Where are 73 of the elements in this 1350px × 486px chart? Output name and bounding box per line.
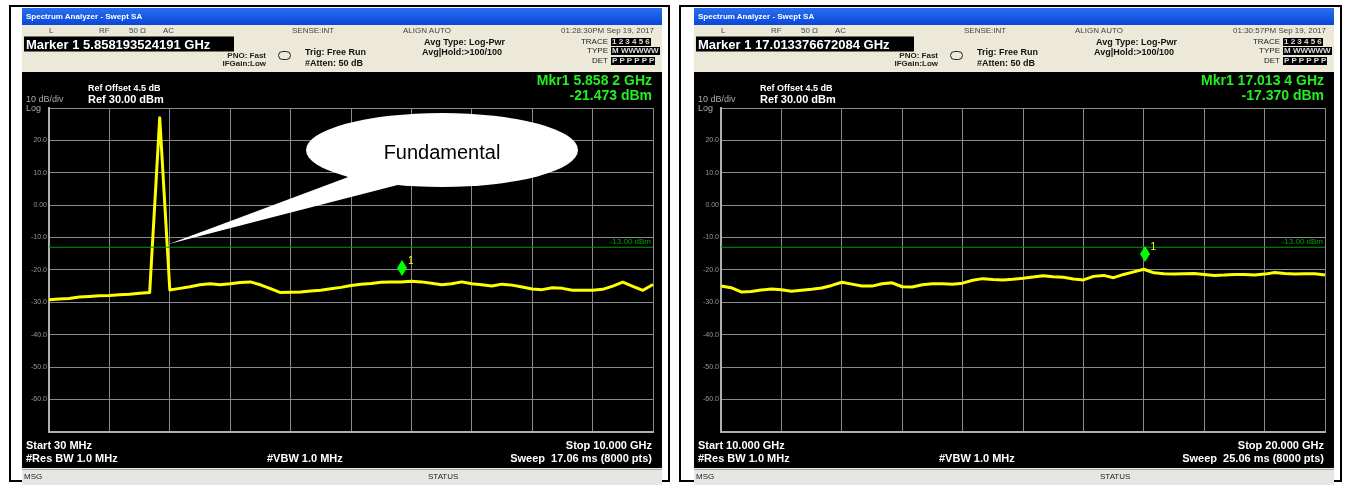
text: Mkr1 5.858 2 GHz: [536, 71, 652, 88]
text: 50 Ω: [801, 25, 819, 35]
text: #Res BW 1.0 MHz: [698, 451, 790, 464]
text: Ref Offset 4.5 dB: [760, 82, 833, 93]
text: TRACE: [1252, 36, 1280, 46]
text: Trig: Free Run: [305, 46, 367, 57]
text: L: [721, 25, 726, 35]
text: Log: [26, 102, 42, 112]
text: Start 30 MHz: [26, 438, 93, 451]
text: 10 dB/div: [698, 93, 736, 104]
text: P P P P P P: [611, 55, 656, 65]
text: Sweep 17.06 ms (8000 pts): [510, 451, 652, 464]
text: 1 2 3 4 5 6: [611, 36, 651, 46]
text: ALIGN AUTO: [403, 25, 451, 35]
text: Stop 10.000 GHz: [565, 438, 652, 451]
ref-line-label: -13.00 dBm: [1281, 237, 1324, 247]
text: P P P P P P: [1283, 55, 1328, 65]
text: TYPE: [587, 46, 608, 55]
annotation: 1: [1150, 241, 1157, 252]
text: Marker 1 5.858193524191 GHz: [24, 36, 235, 51]
text: PNO: Fast: [227, 50, 266, 60]
annotation: 1: [408, 255, 414, 266]
text: AC: [835, 25, 847, 35]
text: L: [49, 25, 54, 35]
text: #Atten: 50 dB: [977, 57, 1036, 68]
text: STATUS: [428, 472, 459, 481]
text: Avg|Hold:>100/100: [1094, 46, 1174, 57]
text: #Res BW 1.0 MHz: [26, 451, 118, 464]
text: ALIGN AUTO: [1075, 25, 1123, 35]
text: Marker 1 17.013376672084 GHz: [696, 36, 914, 51]
text: 01:30:57PM Sep 19, 2017: [1233, 25, 1326, 35]
text: 10 dB/div: [26, 93, 64, 104]
text: Trig: Free Run: [977, 46, 1039, 57]
text: Mkr1 17.013 4 GHz: [1201, 71, 1324, 88]
text: 01:28:30PM Sep 19, 2017: [561, 25, 654, 35]
text: PNO: Fast: [899, 50, 938, 60]
text: TRACE: [580, 36, 608, 46]
text: Avg|Hold:>100/100: [422, 46, 502, 57]
annotation: Fundamental: [383, 141, 501, 163]
text: #VBW 1.0 MHz: [939, 451, 1015, 464]
text: MSG: [696, 472, 715, 481]
text: Stop 20.000 GHz: [1237, 438, 1324, 451]
text: DET: [592, 55, 608, 65]
text: #VBW 1.0 MHz: [267, 451, 343, 464]
text: SENSE:INT: [292, 25, 335, 35]
ref-line-label: -13.00 dBm: [609, 237, 652, 247]
text: TYPE: [1259, 46, 1280, 55]
text: M WWWWW: [611, 46, 660, 55]
text: RF: [99, 25, 110, 35]
text: SENSE:INT: [964, 25, 1007, 35]
text: Ref 30.00 dBm: [760, 92, 836, 105]
text: Log: [698, 102, 714, 112]
text: DET: [1264, 55, 1280, 65]
text: 1 2 3 4 5 6: [1283, 36, 1323, 46]
text: Avg Type: Log-Pwr: [1096, 36, 1177, 47]
text: Ref Offset 4.5 dB: [88, 82, 161, 93]
chart-title: Spectrum Analyzer - Swept SA: [25, 11, 144, 23]
text: RF: [771, 25, 782, 35]
text: IFGain:Low: [222, 59, 266, 68]
text: Start 10.000 GHz: [698, 438, 785, 451]
text: Avg Type: Log-Pwr: [424, 36, 505, 47]
text: 50 Ω: [129, 25, 147, 35]
text: Sweep 25.06 ms (8000 pts): [1182, 451, 1324, 464]
chart-title: Spectrum Analyzer - Swept SA: [697, 11, 816, 23]
text: STATUS: [1100, 472, 1131, 481]
text: #Atten: 50 dB: [305, 57, 364, 68]
text: M WWWWW: [1283, 46, 1332, 55]
text: MSG: [24, 472, 43, 481]
text: IFGain:Low: [894, 59, 938, 68]
text: AC: [163, 25, 175, 35]
text: -21.473 dBm: [569, 87, 652, 103]
text: Ref 30.00 dBm: [88, 92, 164, 105]
text: -17.370 dBm: [1241, 87, 1324, 103]
